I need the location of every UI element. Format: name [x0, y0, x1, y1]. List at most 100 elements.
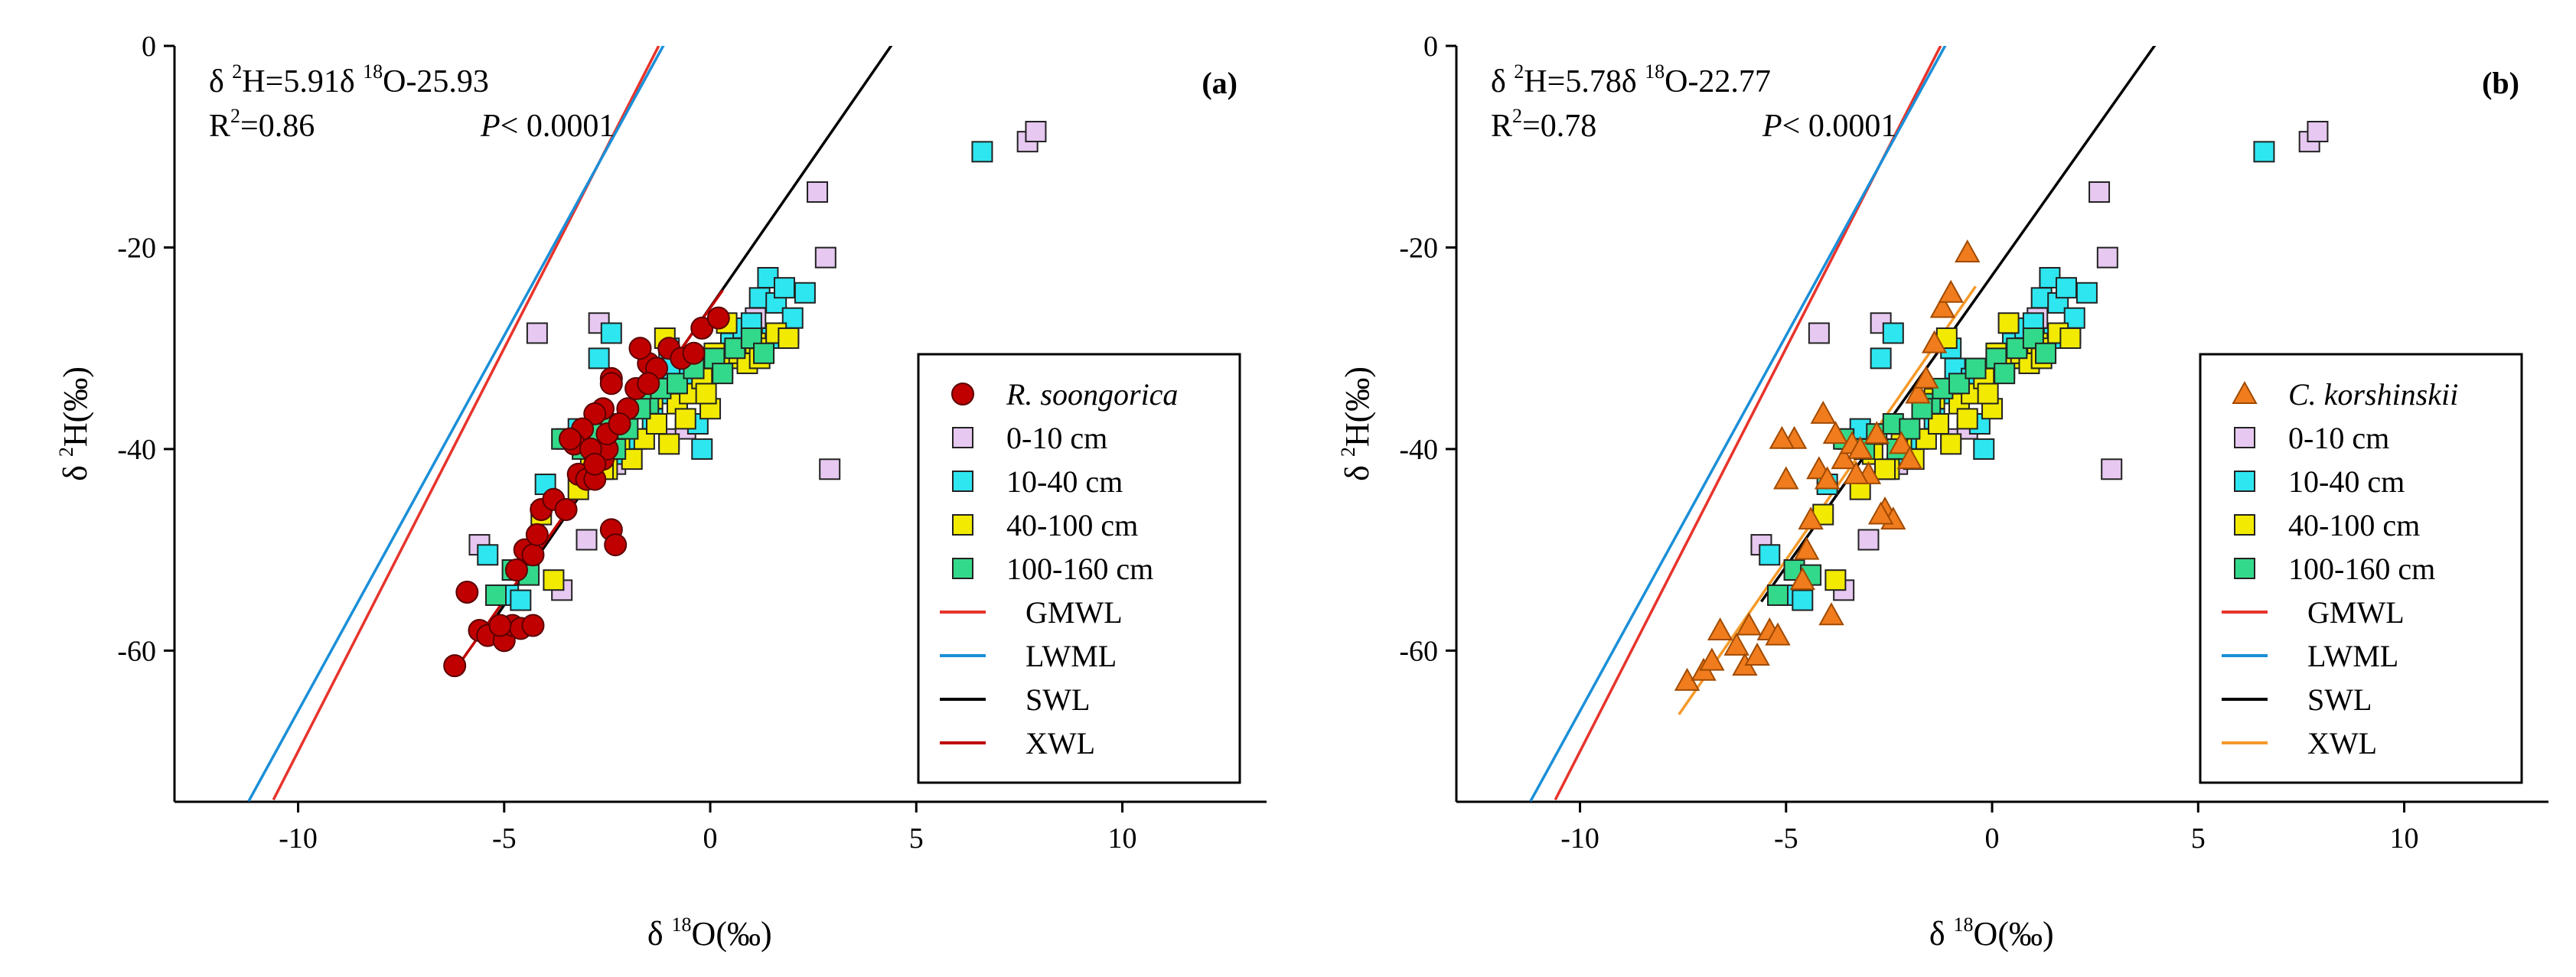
data-point-triangle [1699, 647, 1725, 671]
data-point-square [600, 322, 622, 344]
equation-delta: δ [209, 64, 232, 99]
y-tick-label: -60 [1399, 635, 1438, 667]
series-c-korshinskii [1674, 239, 1981, 691]
data-point-square [712, 363, 734, 385]
series-10-40-cm [477, 141, 993, 611]
data-point-circle [554, 497, 578, 521]
data-point-triangle [1773, 466, 1799, 490]
data-point-circle [583, 452, 607, 476]
equation-sup-2: 2 [1514, 60, 1524, 83]
y-axis-label-sup: 2 [55, 447, 77, 457]
data-point-triangle [1929, 295, 1956, 318]
data-point-circle [604, 533, 628, 557]
data-point-triangle [1798, 506, 1824, 530]
equation-sup-18: 18 [363, 60, 383, 83]
x-tick-label: 0 [1985, 822, 2000, 855]
data-point-square [1767, 584, 1789, 606]
data-point-triangle [1905, 380, 1931, 404]
data-point-square [814, 246, 836, 269]
legend-label: R. soongorica [1006, 377, 1178, 412]
legend-label: GMWL [2307, 595, 2405, 630]
data-point-square [1857, 529, 1880, 551]
panel-a: -10 -5 0 5 100-20-40-60δ 18O(‰)δ 2H(‰)δ 2H=5… [55, 31, 1267, 953]
data-point-circle [443, 654, 467, 678]
equation-sup-18: 18 [1645, 60, 1665, 83]
data-point-circle [504, 559, 528, 582]
legend-marker-square [2234, 471, 2255, 492]
y-axis-label-sup: 2 [1337, 447, 1359, 457]
legend-marker-square [2234, 427, 2255, 448]
legend-label: 0-10 cm [2288, 421, 2389, 455]
legend-label: SWL [2307, 682, 2372, 717]
data-point-triangle [1955, 239, 1981, 263]
data-point-triangle [1896, 446, 1923, 470]
data-point-triangle [1913, 365, 1939, 389]
data-point-square [674, 408, 696, 430]
data-point-square [1792, 589, 1814, 611]
data-point-triangle [1723, 632, 1749, 656]
y-tick-label: 0 [142, 31, 156, 63]
equation-rhs: O-25.93 [383, 64, 489, 99]
data-point-triangle [1769, 425, 1795, 449]
equation-lhs: H=5.78δ [1524, 64, 1645, 99]
legend-label: GMWL [1026, 595, 1123, 630]
data-point-circle [637, 372, 660, 396]
x-axis-label-prefix: δ [1929, 915, 1954, 953]
equation-lhs: H=5.91δ [242, 64, 363, 99]
equation-line: δ 2H=5.91δ 18O-25.93 [209, 60, 489, 99]
data-point-circle [455, 580, 479, 604]
data-point-square [2035, 342, 2057, 364]
x-tick-label: -5 [1774, 822, 1798, 855]
data-point-square [773, 277, 795, 299]
x-tick-label: -5 [492, 822, 517, 855]
series-10-40-cm [1759, 141, 2275, 611]
data-point-square [1973, 438, 1995, 460]
legend-marker-square [952, 427, 973, 448]
legend-label: LWML [1026, 639, 1117, 673]
legend-label: 10-40 cm [2288, 464, 2405, 499]
y-tick-label: -20 [1399, 232, 1438, 264]
data-point-triangle [1867, 501, 1894, 525]
data-point-square [1882, 322, 1904, 344]
data-point-square [510, 589, 532, 611]
data-point-square [1824, 569, 1847, 591]
y-tick-label: -40 [1399, 434, 1438, 466]
x-tick-label: 10 [2390, 822, 2419, 855]
data-point-triangle [1818, 602, 1844, 626]
data-point-circle [525, 523, 549, 546]
data-point-square [1940, 433, 1962, 455]
data-point-triangle [1888, 431, 1915, 454]
legend-label: SWL [1026, 682, 1090, 717]
data-point-square [2089, 181, 2111, 204]
data-point-circle [521, 543, 545, 567]
data-point-square [666, 373, 688, 395]
r-squared-base: R [1491, 109, 1512, 144]
data-point-square [477, 544, 499, 566]
data-point-square [588, 347, 610, 370]
x-axis-label-rest: O(‰) [1974, 915, 2054, 953]
r-squared-base: R [209, 109, 230, 144]
p-value-label: P [480, 109, 501, 144]
legend-label: C. korshinskii [2288, 377, 2458, 412]
data-point-triangle [1864, 421, 1890, 445]
data-point-circle [706, 306, 730, 330]
legend-marker-square [952, 514, 973, 536]
marker-layer [443, 120, 1047, 678]
y-tick-label: 0 [1423, 31, 1438, 63]
legend-marker-triangle [2232, 380, 2258, 404]
data-point-circle [488, 614, 512, 637]
data-point-triangle [1843, 461, 1870, 484]
legend-label: 40-100 cm [1006, 508, 1138, 542]
r-squared-line: R2=0.86 [209, 105, 315, 144]
panel-b: -10 -5 0 5 100-20-40-60δ 18O(‰)δ 2H(‰)δ 2H=5… [1337, 31, 2548, 953]
line-lwml [1529, 46, 1947, 802]
equation-delta: δ [1491, 64, 1514, 99]
equation-sup-2: 2 [232, 60, 242, 83]
x-axis-label-sup: 18 [672, 913, 692, 936]
data-point-square [691, 438, 713, 460]
data-point-triangle [1707, 617, 1733, 641]
data-point-circle [690, 316, 714, 340]
x-axis-label: δ 18O(‰) [647, 913, 772, 953]
x-axis-label-rest: O(‰) [692, 915, 772, 953]
